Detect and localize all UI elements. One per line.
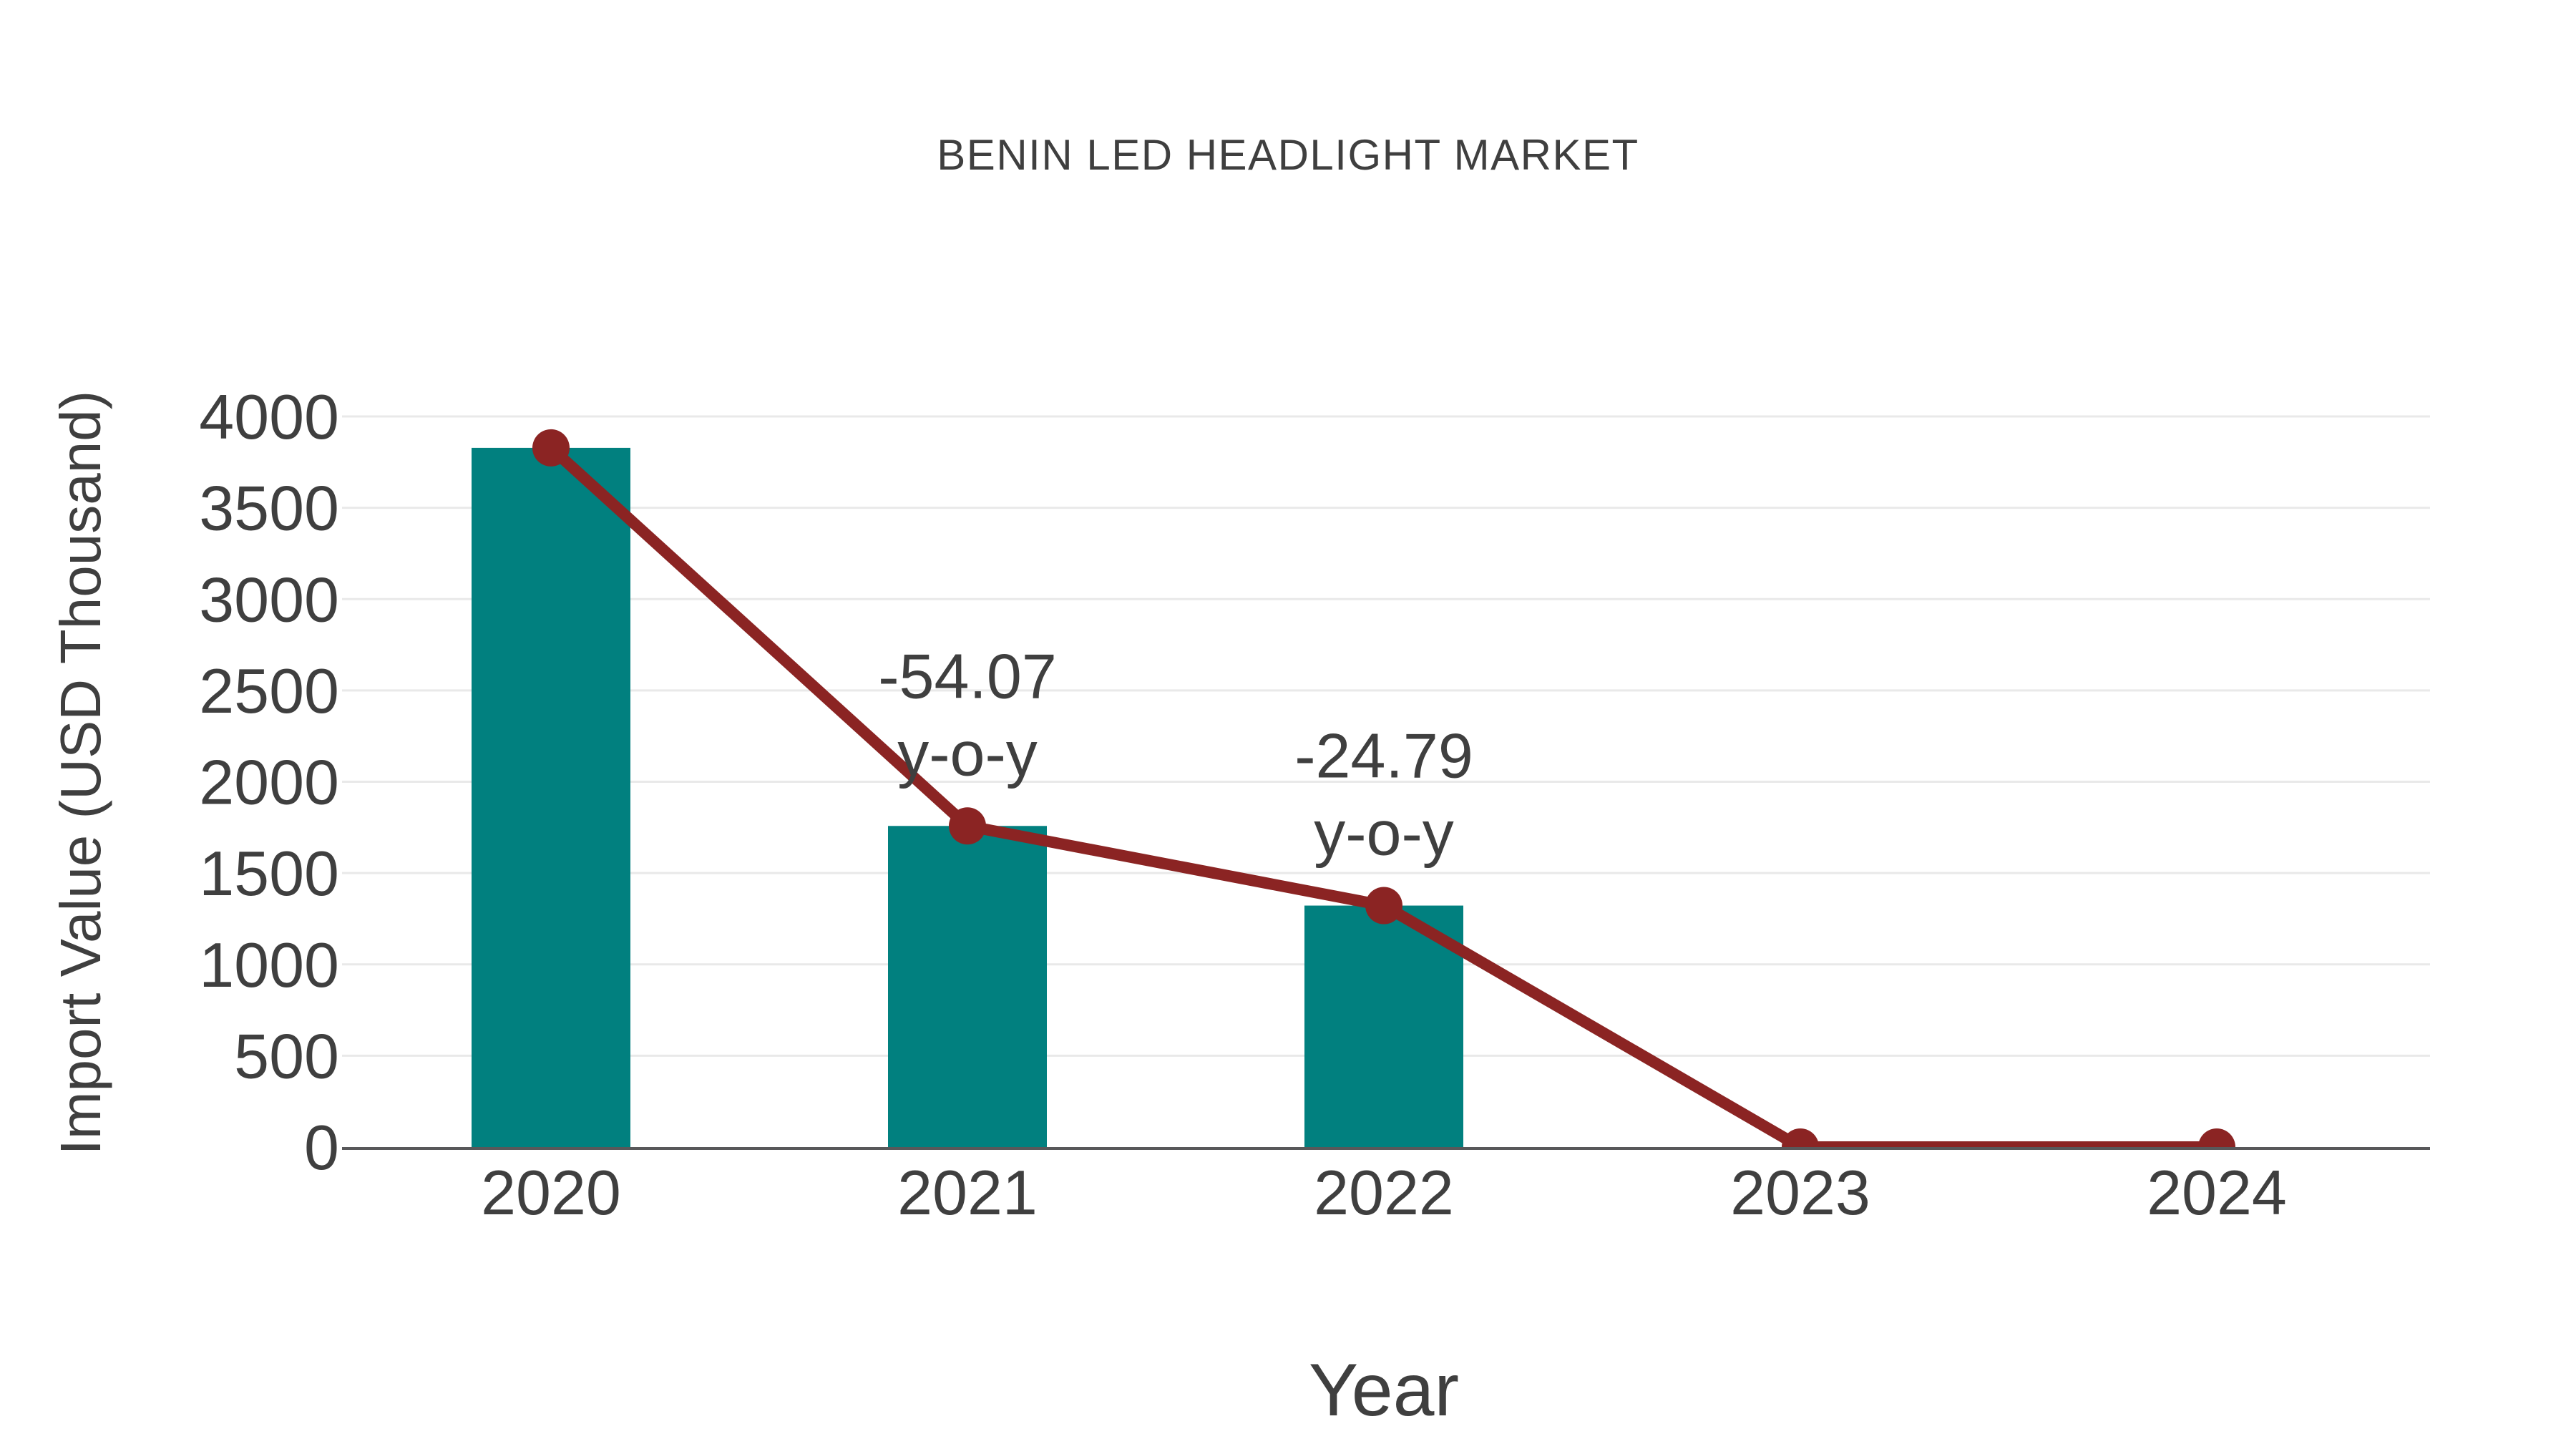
x-axis-title: Year [1309,1349,1459,1432]
x-tick-label-2024: 2024 [2147,1157,2287,1228]
y-tick-label-2500: 2500 [199,655,339,726]
x-tick-label-2023: 2023 [1730,1157,1870,1228]
y-tick-label-0: 0 [304,1112,339,1183]
annotation-2022-line-1: y-o-y [1314,798,1454,869]
trend-marker-2021 [949,807,986,845]
y-tick-labels: 0 500 1000 1500 2000 2500 3000 3500 4000 [199,381,339,1183]
x-tick-label-2022: 2022 [1314,1157,1454,1228]
annotation-2021-line-1: y-o-y [897,718,1038,789]
chart-title: BENIN LED HEADLIGHT MARKET [937,131,1639,179]
bar-2022 [1304,905,1463,1147]
annotation-2022-line-0: -24.79 [1294,721,1473,791]
bar-series [472,447,1463,1147]
trend-marker-2024 [2198,1128,2235,1147]
bar-2020 [472,447,630,1147]
trend-marker-2023 [1782,1128,1819,1147]
y-tick-label-3500: 3500 [199,473,339,544]
y-gridlines [342,415,2430,1057]
trend-marker-2022 [1365,887,1402,924]
annotations: -54.07y-o-y -24.79y-o-y [878,640,1473,868]
y-tick-label-1500: 1500 [199,838,339,909]
trend-marker-2020 [532,429,570,467]
y-tick-label-500: 500 [234,1020,339,1091]
y-tick-label-3000: 3000 [199,564,339,635]
bar-2021 [888,826,1047,1147]
x-tick-label-2020: 2020 [481,1157,621,1228]
annotation-2021-line-0: -54.07 [878,640,1057,711]
x-tick-label-2021: 2021 [897,1157,1038,1228]
y-tick-label-2000: 2000 [199,747,339,818]
y-tick-label-1000: 1000 [199,930,339,1000]
y-axis-title: Import Value (USD Thousand) [49,391,112,1156]
x-tick-labels: 2020 2021 2022 2023 2024 [481,1157,2287,1228]
y-tick-label-4000: 4000 [199,381,339,452]
line-series [532,429,2235,1147]
